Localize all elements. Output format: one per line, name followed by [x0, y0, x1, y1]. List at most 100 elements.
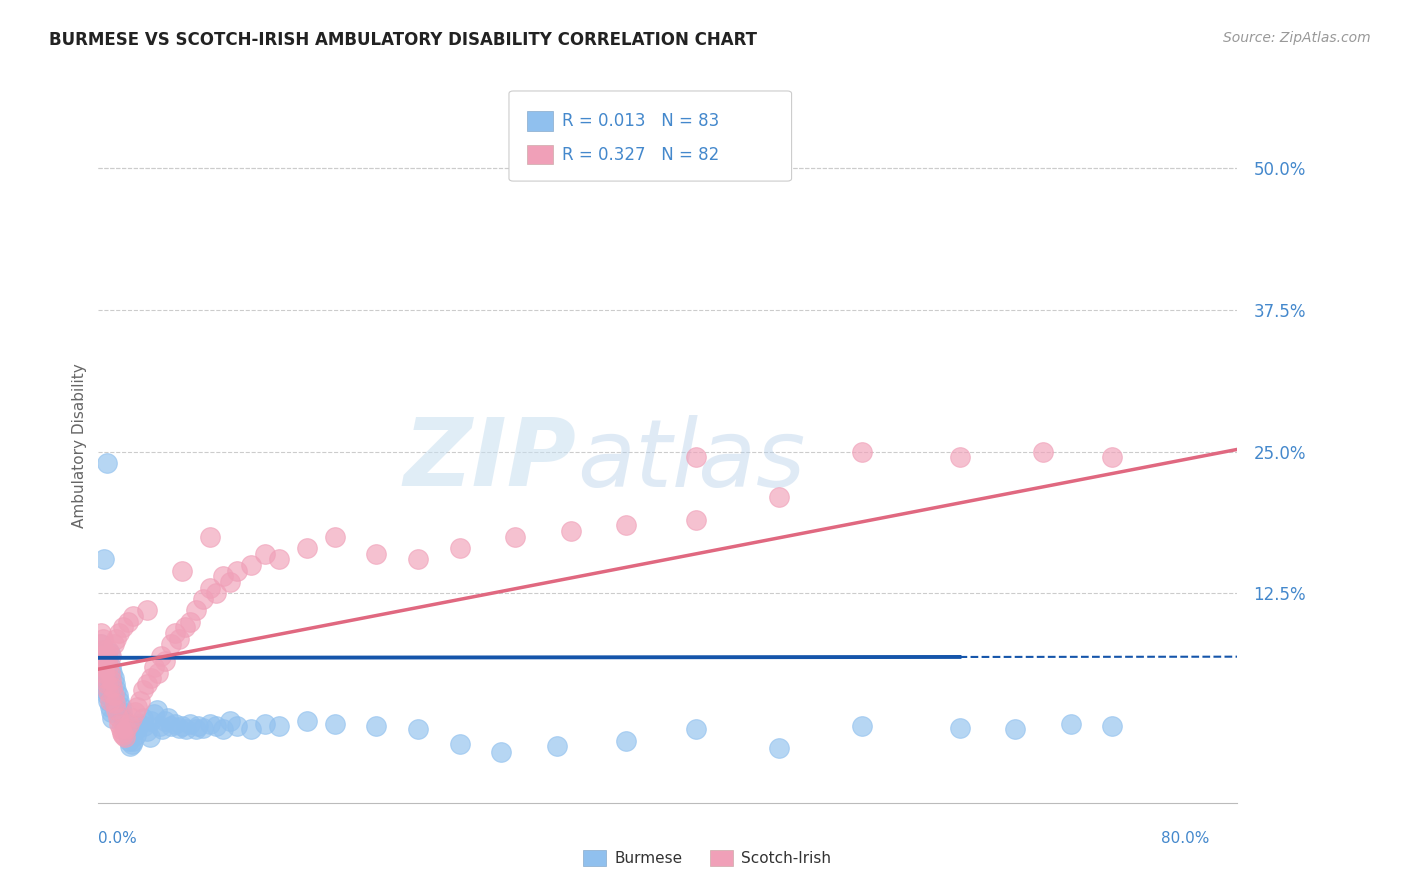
Point [219, 714, 242, 729]
Point [108, 716, 131, 731]
Point [96, 677, 118, 691]
Point [148, 719, 170, 733]
Point [122, 733, 145, 747]
Point [295, 541, 318, 555]
Point [187, 719, 209, 733]
Point [127, 722, 149, 736]
Point [91, 660, 114, 674]
Text: ZIP: ZIP [404, 414, 576, 507]
Point [93, 665, 115, 680]
Point [94, 648, 117, 663]
Point [103, 688, 125, 702]
Point [117, 728, 139, 742]
Point [93, 643, 115, 657]
Point [1101, 719, 1123, 733]
Point [198, 716, 221, 731]
Point [98, 699, 121, 714]
Point [156, 711, 179, 725]
Point [97, 643, 120, 657]
Point [97, 660, 120, 674]
Point [1004, 722, 1026, 736]
Point [170, 564, 193, 578]
Point [184, 722, 207, 736]
Point [153, 714, 176, 729]
Point [115, 722, 138, 736]
Point [212, 569, 235, 583]
Point [143, 707, 166, 722]
Point [139, 730, 162, 744]
Point [97, 685, 120, 699]
Point [685, 513, 707, 527]
Point [153, 654, 176, 668]
Point [159, 637, 181, 651]
Point [94, 671, 117, 685]
Point [226, 719, 249, 733]
Point [132, 711, 155, 725]
Point [89, 660, 111, 674]
Point [98, 646, 121, 660]
Point [97, 650, 120, 665]
Point [614, 733, 637, 747]
Point [114, 730, 136, 744]
Point [174, 722, 197, 736]
Point [768, 490, 790, 504]
Text: Scotch-Irish: Scotch-Irish [741, 851, 831, 865]
Point [97, 694, 120, 708]
Point [1059, 716, 1081, 731]
Point [191, 721, 214, 735]
Point [173, 620, 195, 634]
Text: Source: ZipAtlas.com: Source: ZipAtlas.com [1223, 31, 1371, 45]
Point [100, 660, 122, 674]
Point [124, 705, 146, 719]
Point [503, 530, 526, 544]
Point [1032, 444, 1054, 458]
Point [100, 705, 122, 719]
Point [219, 574, 242, 589]
Point [98, 665, 121, 680]
Point [121, 711, 143, 725]
Point [141, 714, 163, 729]
Point [118, 733, 141, 747]
Point [254, 547, 277, 561]
Point [125, 728, 148, 742]
Point [167, 632, 190, 646]
Point [127, 699, 149, 714]
Point [91, 654, 114, 668]
Point [149, 648, 172, 663]
Point [114, 716, 136, 731]
Point [948, 721, 970, 735]
Point [295, 714, 318, 729]
Point [366, 547, 388, 561]
Point [136, 603, 159, 617]
Point [100, 648, 122, 663]
Point [136, 677, 159, 691]
Point [851, 719, 873, 733]
Point [115, 722, 138, 736]
Point [205, 586, 228, 600]
Point [406, 552, 429, 566]
Point [90, 673, 112, 688]
Point [323, 530, 346, 544]
Point [90, 646, 112, 660]
Point [101, 665, 124, 680]
Point [107, 709, 129, 723]
Point [163, 716, 186, 731]
Point [94, 662, 117, 676]
Point [1101, 450, 1123, 465]
Point [191, 591, 214, 606]
Point [145, 703, 167, 717]
Point [110, 722, 132, 736]
Point [104, 696, 127, 710]
Point [117, 615, 139, 629]
Point [90, 626, 112, 640]
Point [226, 564, 249, 578]
Text: BURMESE VS SCOTCH-IRISH AMBULATORY DISABILITY CORRELATION CHART: BURMESE VS SCOTCH-IRISH AMBULATORY DISAB… [49, 31, 758, 49]
Y-axis label: Ambulatory Disability: Ambulatory Disability [72, 364, 87, 528]
Point [546, 739, 568, 754]
Point [121, 737, 143, 751]
Point [323, 716, 346, 731]
Point [129, 716, 152, 731]
Point [91, 665, 114, 680]
Point [143, 660, 166, 674]
Point [406, 722, 429, 736]
